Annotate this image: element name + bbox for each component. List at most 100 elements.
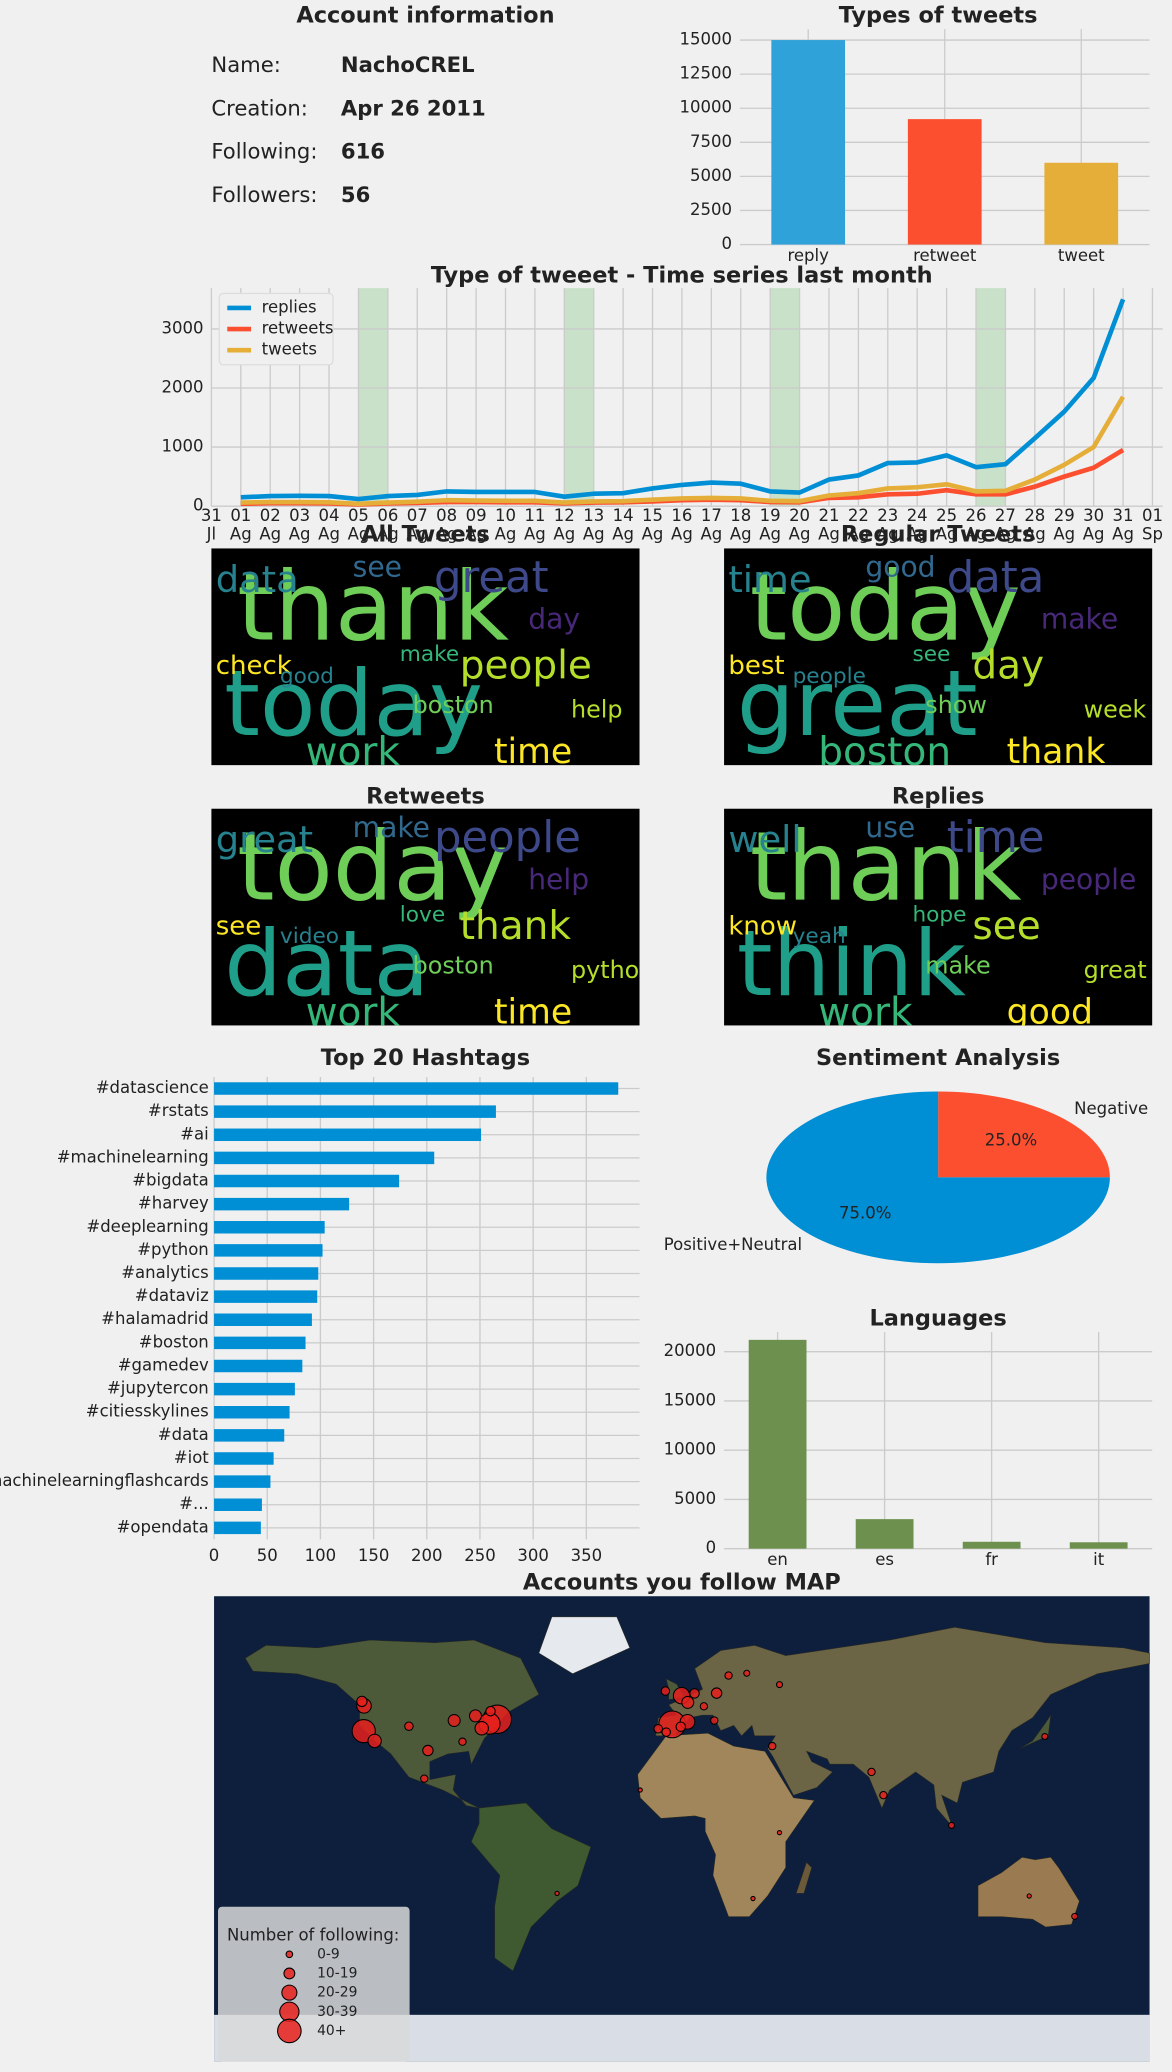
follow-point [637,1787,643,1793]
follow-point [660,1686,671,1696]
legend-label: 40+ [317,2023,346,2039]
cloud-word: great [216,818,313,861]
x-tick-label: 31 [201,506,222,525]
y-tick-label: #datascience [96,1078,209,1097]
cloud-word: show [925,691,987,719]
follow-point [356,1695,368,1708]
bar [214,1475,271,1488]
chart-title: All Tweets [361,522,490,548]
y-tick-label: #bigdata [132,1171,209,1190]
series-line [240,298,1126,502]
follow-point [468,1709,482,1723]
land [655,1626,1150,1827]
x-tick-label: 12 [554,506,575,525]
x-tick-label: 08 [436,506,457,525]
x-tick-label: 09 [466,506,487,525]
x-tick-label: 07 [407,506,428,525]
x-tick-sublabel: Ag [995,525,1017,544]
shaded-span [770,288,800,507]
cloud-word: today [750,552,1021,662]
legend-label: 10-19 [317,1965,357,1981]
cloud-word: hope [912,902,966,927]
bar [214,1313,312,1326]
shaded-span [358,288,388,507]
legend-box [218,292,334,366]
land [538,1616,631,1675]
follow-point [661,1727,671,1737]
y-tick-label: 12500 [680,64,733,83]
x-tick-label: es [875,1550,894,1569]
x-tick-sublabel: Ag [877,525,899,544]
cloud-word: thank [460,904,572,949]
bar [214,1128,482,1142]
x-tick-label: retweet [913,246,977,265]
legend-marker [281,1984,298,2001]
land [637,1732,815,1917]
y-tick-label: 10000 [664,1440,717,1459]
cloud-word: today [224,652,483,757]
cloud-word: make [353,811,430,844]
x-tick-sublabel: Ag [1053,525,1075,544]
legend-marker [285,1950,294,1959]
follow-point [879,1791,888,1800]
bar [214,1405,290,1419]
chart-title: Regular Tweets [841,522,1035,548]
legend-marker [283,1967,296,1980]
y-tick-label: #halamadrid [101,1309,209,1328]
y-tick-label: #data [158,1425,209,1444]
follow-point [404,1721,414,1731]
cloud-word: people [793,664,866,689]
bar [748,1339,807,1549]
y-tick-label: #dataviz [135,1286,209,1305]
x-tick-label: 16 [671,506,692,525]
cloud-word: time [494,732,572,772]
info-label: Following: [211,139,317,164]
cloud-word: people [460,643,592,688]
cloud-word: people [1041,863,1136,896]
x-tick-label: 28 [1024,506,1045,525]
y-tick-label: #boston [139,1332,209,1351]
chart-title: Languages [869,1305,1006,1331]
x-tick-sublabel: Ag [230,525,252,544]
y-tick-label: 2000 [161,377,203,396]
y-tick-label: 2500 [690,200,732,219]
bar [214,1151,435,1165]
cloud-bg [724,808,1153,1026]
cloud-word: well [728,818,801,861]
follow-point [367,1733,382,1749]
info-value: Apr 26 2011 [341,95,486,120]
cloud-word: great [1084,956,1147,984]
follow-point [458,1737,467,1746]
y-tick-label: #gamedev [118,1355,209,1374]
follow-point [710,1716,719,1725]
bar [214,1290,318,1303]
legend-box [218,1906,410,2062]
x-tick-label: 250 [464,1546,496,1565]
slice-label: Negative [1074,1099,1148,1118]
x-tick-label: 19 [760,506,781,525]
bar [907,119,982,245]
follow-point [710,1687,723,1699]
chart-title: Retweets [366,783,485,809]
info-label: Creation: [211,95,308,120]
y-tick-label: 0 [706,1538,717,1557]
x-tick-label: en [767,1550,788,1569]
legend-label: retweets [262,319,334,338]
follow-point [554,1890,560,1897]
x-tick-label: 23 [877,506,898,525]
y-tick-label: #analytics [121,1263,209,1282]
cloud-word: see [972,904,1040,949]
cloud-word: data [947,553,1045,603]
y-tick-label: #rstats [148,1101,209,1120]
cloud-word: day [528,603,580,636]
pie-slice [938,1091,1110,1178]
y-tick-label: #harvey [138,1194,209,1213]
cloud-word: people [434,813,581,863]
pie-slice [766,1091,1110,1264]
cloud-word: good [280,664,334,689]
follow-point [948,1821,956,1829]
